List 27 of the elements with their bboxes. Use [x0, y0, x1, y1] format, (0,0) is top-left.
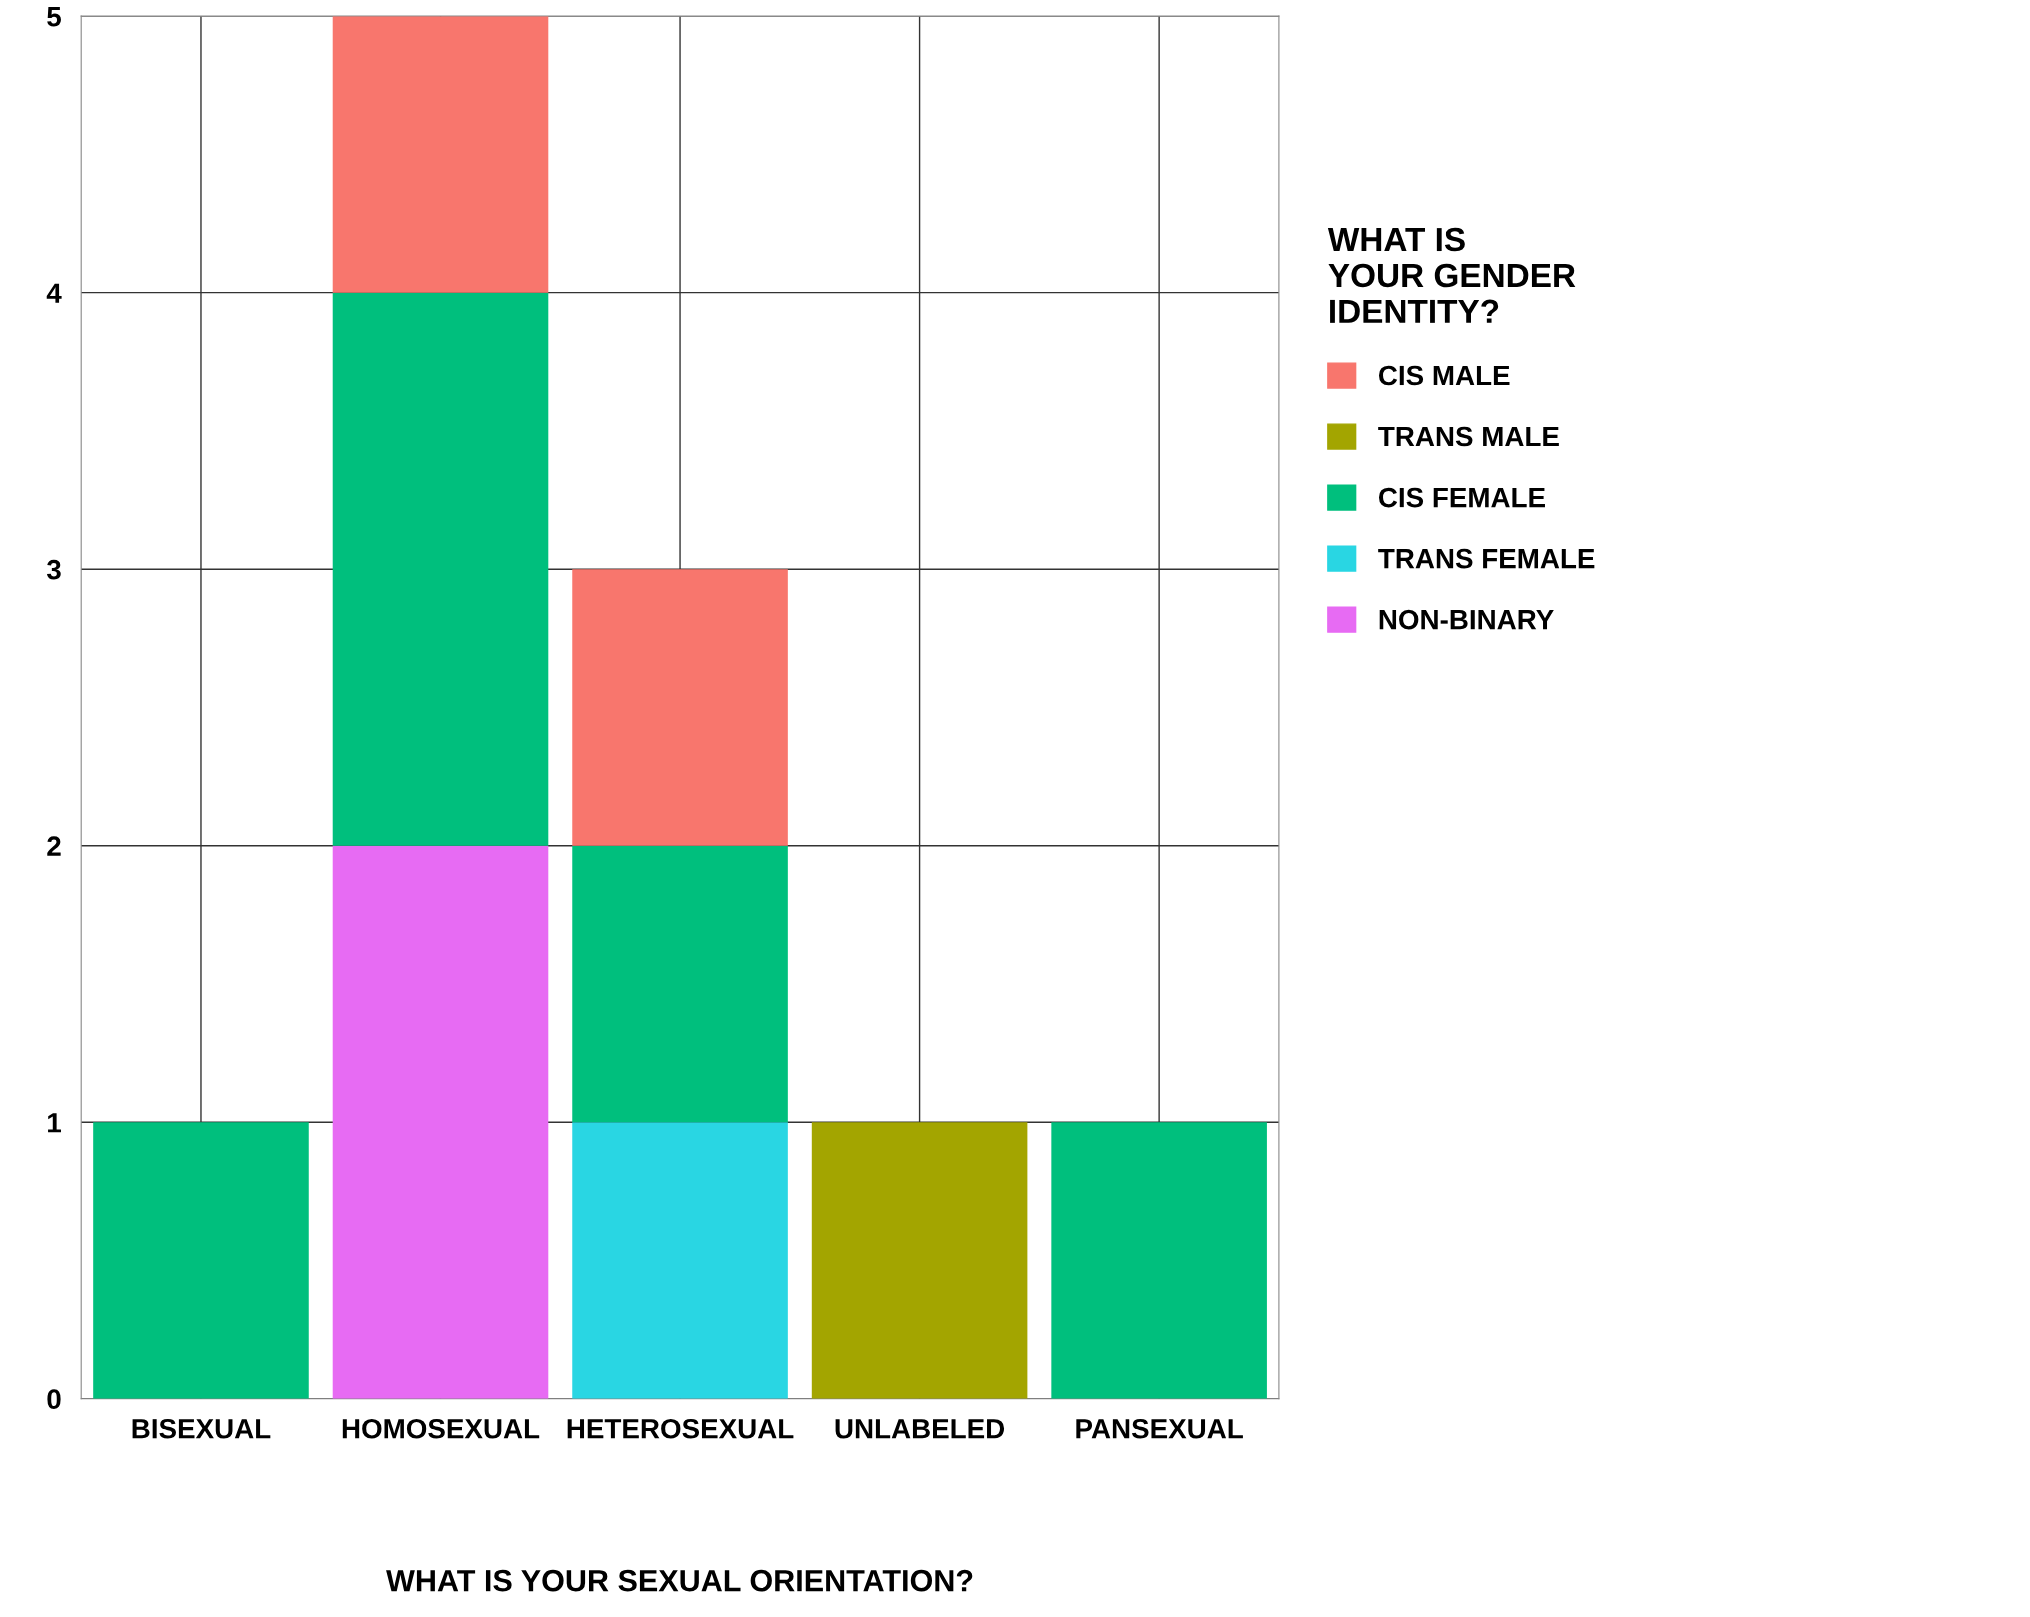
- legend-title: WHAT IS YOUR GENDER IDENTITY?: [1327, 227, 1576, 323]
- x-tick-label: BISEXUAL: [132, 1418, 271, 1439]
- legend-label: TRANS FEMALE: [1378, 548, 1595, 569]
- y-tick-label: 0: [47, 1389, 61, 1410]
- y-tick-label: 1: [48, 1113, 61, 1133]
- bar: [332, 845, 549, 1399]
- bar: [572, 1122, 788, 1399]
- x-axis-title: WHAT IS YOUR SEXUAL ORIENTATION?: [386, 1569, 973, 1592]
- bar: [93, 1122, 309, 1399]
- legend-label: CIS FEMALE: [1379, 487, 1545, 508]
- y-tick-label: 5: [47, 7, 61, 27]
- bar: [572, 569, 788, 846]
- bar: [811, 1122, 1028, 1399]
- y-tick-label: 3: [46, 559, 61, 580]
- x-tick-label: HOMOSEXUAL: [342, 1418, 540, 1439]
- bar: [572, 845, 788, 1123]
- legend-label: NON-BINARY: [1379, 609, 1554, 630]
- x-tick-label: PANSEXUAL: [1076, 1418, 1243, 1439]
- legend-label: CIS MALE: [1379, 365, 1510, 386]
- bar: [1051, 1122, 1267, 1399]
- bar: [332, 292, 549, 846]
- legend-label: TRANS MALE: [1378, 426, 1559, 447]
- y-tick-label: 4: [46, 283, 62, 303]
- y-tick-label: 2: [47, 836, 61, 856]
- bar: [332, 16, 549, 293]
- x-tick-label: UNLABELED: [835, 1419, 1005, 1439]
- x-tick-label: HETEROSEXUAL: [567, 1418, 794, 1439]
